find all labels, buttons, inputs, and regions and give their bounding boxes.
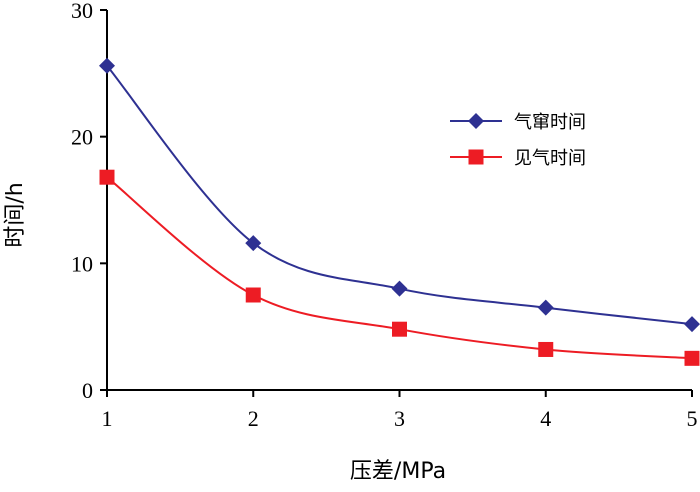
y-tick-label: 0 bbox=[82, 378, 93, 403]
series-1 bbox=[99, 57, 700, 333]
data-point bbox=[537, 299, 554, 316]
data-point bbox=[538, 341, 554, 357]
x-tick-label: 2 bbox=[248, 406, 259, 431]
data-point bbox=[245, 235, 262, 252]
legend-label: 气窜时间 bbox=[514, 112, 586, 133]
data-point bbox=[392, 321, 407, 337]
legend-item: 见气时间 bbox=[450, 148, 586, 169]
data-point bbox=[99, 57, 115, 74]
legend-label: 见气时间 bbox=[514, 148, 586, 169]
x-ticks: 1 2 3 4 5 bbox=[102, 390, 698, 431]
x-tick-label: 4 bbox=[540, 406, 551, 431]
y-tick-label: 30 bbox=[71, 0, 93, 23]
data-point bbox=[684, 350, 700, 366]
x-tick-label: 5 bbox=[687, 406, 698, 431]
x-axis-title: 压差/MPa bbox=[350, 459, 446, 484]
legend-item: 气窜时间 bbox=[450, 112, 586, 133]
data-point bbox=[245, 287, 261, 303]
legend-marker bbox=[468, 113, 484, 129]
data-point bbox=[391, 280, 408, 297]
y-tick-label: 20 bbox=[71, 125, 93, 150]
data-point bbox=[99, 169, 115, 185]
y-tick-label: 10 bbox=[71, 251, 93, 276]
y-axis-title: 时间/h bbox=[3, 182, 28, 247]
data-point bbox=[684, 316, 700, 333]
x-tick-label: 3 bbox=[394, 406, 405, 431]
series-2 bbox=[99, 169, 700, 366]
y-ticks: 0 10 20 30 bbox=[71, 0, 107, 403]
series-layer bbox=[99, 57, 700, 366]
legend-marker bbox=[468, 149, 484, 165]
x-tick-label: 1 bbox=[102, 406, 113, 431]
